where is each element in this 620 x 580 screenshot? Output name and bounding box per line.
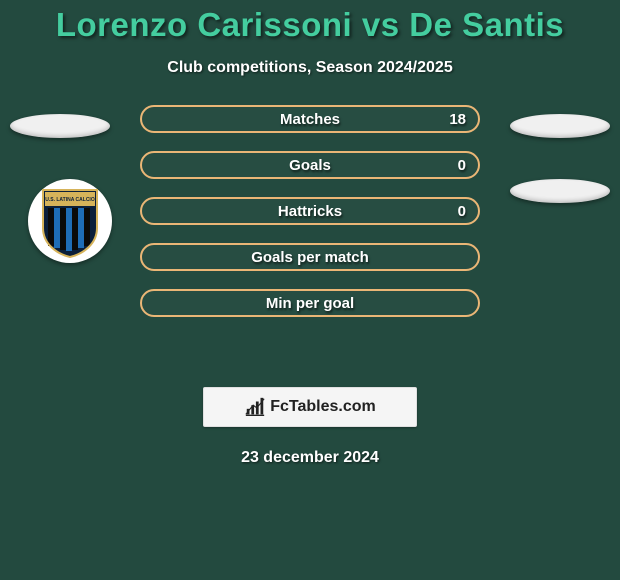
stat-label: Goals per match [251, 249, 369, 266]
stat-bar-goals: Goals 0 [140, 151, 480, 179]
crest-text: U.S. LATINA CALCIO [45, 197, 95, 203]
stat-bars: Matches 18 Goals 0 Hattricks 0 Goals per… [140, 105, 480, 335]
stat-value: 0 [458, 203, 466, 220]
stat-value: 0 [458, 157, 466, 174]
page-subtitle: Club competitions, Season 2024/2025 [0, 59, 620, 77]
stat-bar-hattricks: Hattricks 0 [140, 197, 480, 225]
stat-value: 18 [449, 111, 466, 128]
shield-icon: U.S. LATINA CALCIO [39, 184, 101, 258]
stat-bar-mpg: Min per goal [140, 289, 480, 317]
player1-chip [10, 114, 110, 138]
stat-label: Min per goal [266, 295, 354, 312]
stat-bar-gpm: Goals per match [140, 243, 480, 271]
stat-bar-matches: Matches 18 [140, 105, 480, 133]
player2-chip [510, 114, 610, 138]
bar-chart-icon [244, 396, 266, 418]
stat-label: Goals [289, 157, 331, 174]
generated-date: 23 december 2024 [0, 449, 620, 467]
fctables-badge[interactable]: FcTables.com [203, 387, 417, 427]
stat-label: Hattricks [278, 203, 342, 220]
stat-label: Matches [280, 111, 340, 128]
fctables-text: FcTables.com [270, 398, 376, 416]
player2-secondary-chip [510, 179, 610, 203]
club-crest-latina: U.S. LATINA CALCIO [28, 179, 112, 263]
page-title: Lorenzo Carissoni vs De Santis [0, 0, 620, 44]
main-comparison-area: U.S. LATINA CALCIO Matches 18 Goals 0 Ha… [0, 117, 620, 387]
